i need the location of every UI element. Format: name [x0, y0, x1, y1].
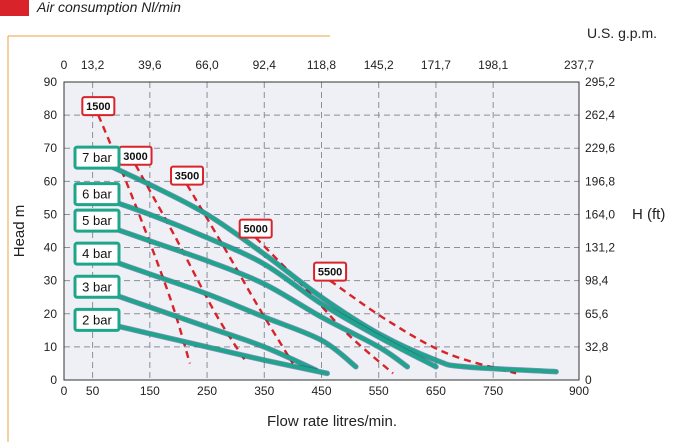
y-tick-label: 0 [50, 373, 57, 387]
pressure-line [90, 252, 358, 369]
x-axis-title: Flow rate litres/min. [267, 413, 397, 430]
air-consumption-caption: Air consumption Nl/min [36, 0, 181, 15]
right-tick-label: 98,4 [585, 274, 609, 288]
pressure-label: 4 bar [82, 246, 112, 261]
top-axis-label: U.S. g.p.m. [587, 25, 657, 41]
x-tick-label: 150 [140, 384, 160, 398]
pressure-curves [89, 155, 559, 377]
plot-frame [63, 81, 580, 381]
pressure-label: 5 bar [82, 213, 112, 228]
y-tick-label: 30 [44, 274, 58, 288]
top-tick-label: 145,2 [364, 58, 394, 72]
right-axis-title: H (ft) [632, 206, 665, 223]
top-tick-label: 66,0 [195, 58, 219, 72]
right-tick-label: 164,0 [585, 207, 615, 221]
air-consumption-line [329, 279, 517, 375]
air-consumption-badge [238, 218, 273, 239]
pressure-label: 6 bar [82, 187, 112, 202]
air-consumption-label: 3000 [123, 151, 147, 163]
air-consumption-label: 3500 [175, 171, 199, 183]
right-tick-label: 131,2 [585, 241, 615, 255]
y-tick-label: 40 [44, 241, 58, 255]
pressure-badge [73, 307, 121, 332]
y-tick-label: 90 [44, 75, 58, 89]
pressure-badge [73, 274, 121, 299]
top-axis-ticks: 0 13,2 39,6 66,0 92,4 118,8 145,2 171,7 198,1 237… [61, 58, 595, 72]
x-tick-label: 50 [86, 384, 100, 398]
y-tick-label: 70 [44, 141, 58, 155]
right-tick-label: 32,8 [585, 340, 609, 354]
right-axis-ticks: 0 32,8 65,6 98,4 131,2 164,0 196,8 229,6 262,4 29… [585, 75, 615, 387]
plot-area [64, 82, 579, 380]
pressure-badge [73, 145, 121, 170]
y-tick-label: 80 [44, 108, 58, 122]
x-tick-label: 450 [311, 384, 331, 398]
right-tick-label: 295,2 [585, 75, 615, 89]
pressure-line [90, 285, 318, 373]
right-tick-label: 229,6 [585, 141, 615, 155]
x-tick-label: 750 [483, 384, 503, 398]
right-tick-label: 0 [585, 373, 592, 387]
air-consumption-badge [313, 261, 348, 282]
x-tick-label: 650 [426, 384, 446, 398]
pressure-label: 7 bar [82, 150, 112, 165]
x-tick-label: 900 [569, 384, 589, 398]
pressure-line [90, 156, 559, 374]
pressure-badge [73, 182, 121, 207]
pressure-badge [73, 241, 121, 266]
air-consumption-label: 5500 [318, 267, 342, 279]
top-tick-label: 171,7 [421, 58, 451, 72]
pressure-line [90, 219, 410, 369]
x-tick-label: 350 [254, 384, 274, 398]
air-consumption-label: 1500 [86, 101, 110, 113]
right-tick-label: 196,8 [585, 174, 615, 188]
header-accent-block [0, 0, 29, 16]
top-tick-label: 118,8 [307, 58, 336, 72]
x-tick-label: 550 [369, 384, 389, 398]
top-tick-label: 92,4 [253, 58, 277, 72]
y-tick-label: 10 [44, 340, 58, 354]
x-tick-label: 250 [197, 384, 217, 398]
air-consumption-label: 5000 [243, 224, 267, 236]
right-tick-label: 262,4 [585, 108, 615, 122]
pressure-label: 2 bar [82, 312, 112, 327]
top-tick-label: 39,6 [138, 58, 162, 72]
pressure-line [90, 192, 438, 369]
air-consumption-badge [81, 96, 116, 117]
y-axis-ticks: 0 10 20 30 40 50 60 70 80 90 [44, 75, 58, 387]
air-consumption-badge [170, 165, 205, 186]
x-axis-ticks: 0 50 150 250 350 450 550 650 750 900 [61, 384, 590, 398]
pressure-badge [73, 208, 121, 233]
air-consumption-line [134, 164, 249, 365]
y-tick-label: 60 [44, 174, 58, 188]
y-tick-label: 50 [44, 207, 58, 221]
right-tick-label: 65,6 [585, 307, 609, 321]
top-tick-label: 237,7 [564, 58, 594, 72]
pressure-line [90, 318, 330, 376]
top-tick-label: 198,1 [478, 58, 508, 72]
y-tick-label: 20 [44, 307, 58, 321]
x-tick-label: 0 [61, 384, 68, 398]
y-axis-title: Head m [11, 205, 28, 258]
top-tick-label: 13,2 [81, 58, 105, 72]
pressure-label: 3 bar [82, 279, 112, 294]
top-tick-label: 0 [61, 58, 68, 72]
air-consumption-labels: 1500 3000 3500 5000 5500 [81, 96, 348, 282]
pressure-labels: 7 bar 6 bar 5 bar 4 bar 3 bar 2 bar [73, 145, 121, 332]
